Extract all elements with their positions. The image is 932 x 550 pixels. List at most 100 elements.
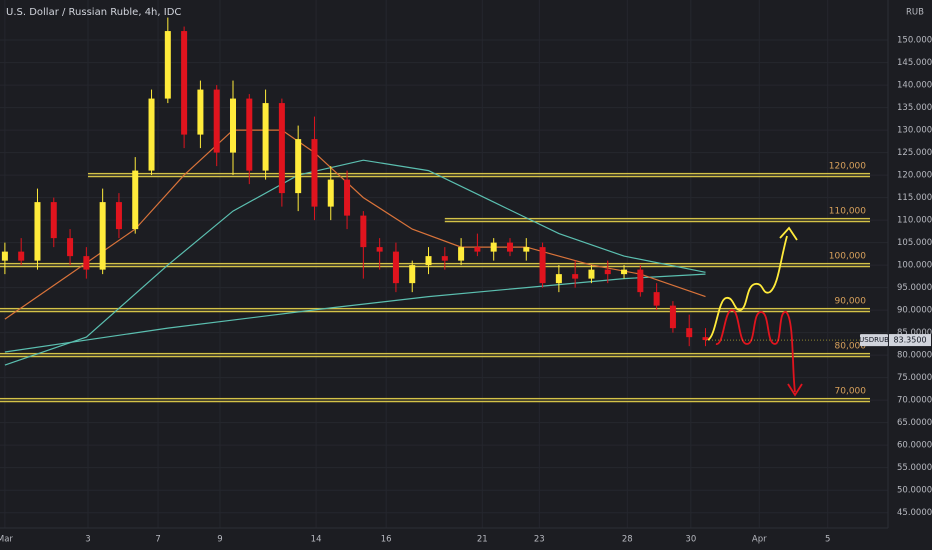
level-band [444, 217, 870, 223]
candle-body [18, 251, 25, 261]
candle-body [181, 31, 188, 135]
candle-body [686, 328, 693, 338]
moving-average [4, 159, 706, 366]
y-tick-label: 105.0000 [897, 238, 932, 248]
level-band [0, 397, 870, 403]
currency-label: RUB [906, 8, 924, 18]
y-tick-label: 60.0000 [897, 441, 932, 451]
level-band [0, 307, 870, 313]
candle-body [246, 98, 253, 171]
x-tick-label: Apr [752, 535, 767, 545]
y-tick-label: 145.0000 [897, 58, 932, 68]
candle-body [474, 247, 481, 252]
candle-body [344, 179, 351, 216]
y-tick-label: 75.0000 [897, 373, 932, 383]
candle-body [360, 215, 367, 248]
candle-body [441, 256, 448, 261]
grid [0, 0, 888, 528]
level-band [0, 262, 870, 268]
x-tick-label: 21 [477, 535, 488, 545]
level-label: 90,000 [835, 297, 867, 307]
candle-body [425, 256, 432, 266]
candle-body [132, 170, 139, 230]
candle-body [669, 305, 676, 329]
candle-body [99, 202, 106, 270]
levels: 120,000 110,000 100,000 90,000 80,000 70,000 [0, 162, 870, 403]
candle-body [637, 269, 644, 293]
x-tick-label: 14 [311, 535, 322, 545]
candle-body [653, 292, 660, 306]
arrowhead-up [779, 226, 798, 241]
price-axis [888, 0, 932, 550]
x-tick-label: 30 [685, 535, 696, 545]
y-tick-label: 85.0000 [897, 328, 932, 338]
y-tick-label: 130.0000 [897, 126, 932, 136]
y-tick-label: 50.0000 [897, 486, 932, 496]
candle-body [164, 31, 171, 99]
candle-body [34, 202, 41, 261]
candle-body [458, 247, 465, 261]
chart-title: U.S. Dollar / Russian Ruble, 4h, IDC [6, 7, 181, 18]
candle-body [262, 103, 269, 171]
y-tick-label: 150.0000 [897, 36, 932, 46]
candle-body [523, 247, 530, 252]
x-tick-label: Mar [0, 535, 13, 545]
candle-body [539, 247, 546, 284]
candle-body [588, 269, 595, 279]
scenario-down-arrow [715, 309, 796, 393]
y-tick-label: 65.0000 [897, 418, 932, 428]
scenario-up-arrow [707, 235, 788, 341]
candle-body [229, 98, 236, 153]
x-tick-label: 28 [622, 535, 633, 545]
y-tick-label: 95.0000 [897, 283, 932, 293]
candle-body [490, 242, 497, 252]
moving-average [4, 129, 706, 320]
y-tick-label: 80.0000 [897, 351, 932, 361]
candles [1, 17, 709, 347]
y-tick-label: 115.0000 [897, 193, 932, 203]
y-tick-label: 100.0000 [897, 261, 932, 271]
candle-body [50, 202, 57, 239]
level-label: 70,000 [835, 387, 867, 397]
candle-body [621, 269, 628, 275]
level-label: 120,000 [829, 162, 866, 172]
y-tick-label: 90.0000 [897, 306, 932, 316]
candle-body [572, 274, 579, 279]
candle-body [311, 139, 318, 207]
candle-body [506, 242, 513, 252]
y-tick-label: 125.0000 [897, 148, 932, 158]
level-label: 80,000 [835, 342, 867, 352]
candle-body [148, 98, 155, 171]
x-tick-label: 5 [825, 535, 830, 545]
candle-body [392, 251, 399, 284]
candle-body [278, 103, 285, 194]
level-label: 110,000 [829, 207, 866, 217]
y-tick-label: 120.0000 [897, 171, 932, 181]
y-tick-label: 135.0000 [897, 103, 932, 113]
candle-body [115, 202, 122, 230]
axes: 45.0000 50.0000 55.0000 60.0000 65.0000 70.00… [0, 36, 932, 545]
symbol-tag [860, 334, 888, 347]
x-tick-label: 9 [217, 535, 222, 545]
candle-body [702, 337, 709, 341]
candle-body [555, 274, 562, 284]
level-label: 100,000 [829, 252, 866, 262]
candle-body [409, 265, 416, 284]
candle-body [295, 139, 302, 194]
arrowhead-down [787, 383, 803, 397]
candle-body [67, 238, 74, 257]
y-tick-label: 70.0000 [897, 396, 932, 406]
candle-body [327, 179, 334, 207]
candle-body [376, 247, 383, 252]
y-tick-label: 110.0000 [897, 216, 932, 226]
y-tick-label: 55.0000 [897, 463, 932, 473]
candle-body [197, 89, 204, 135]
candle-body [83, 256, 90, 270]
last-price-label: 83.3500 [893, 336, 926, 345]
candle-body [1, 251, 8, 261]
x-tick-label: 23 [534, 535, 545, 545]
symbol-label: USDRUB [859, 336, 889, 344]
